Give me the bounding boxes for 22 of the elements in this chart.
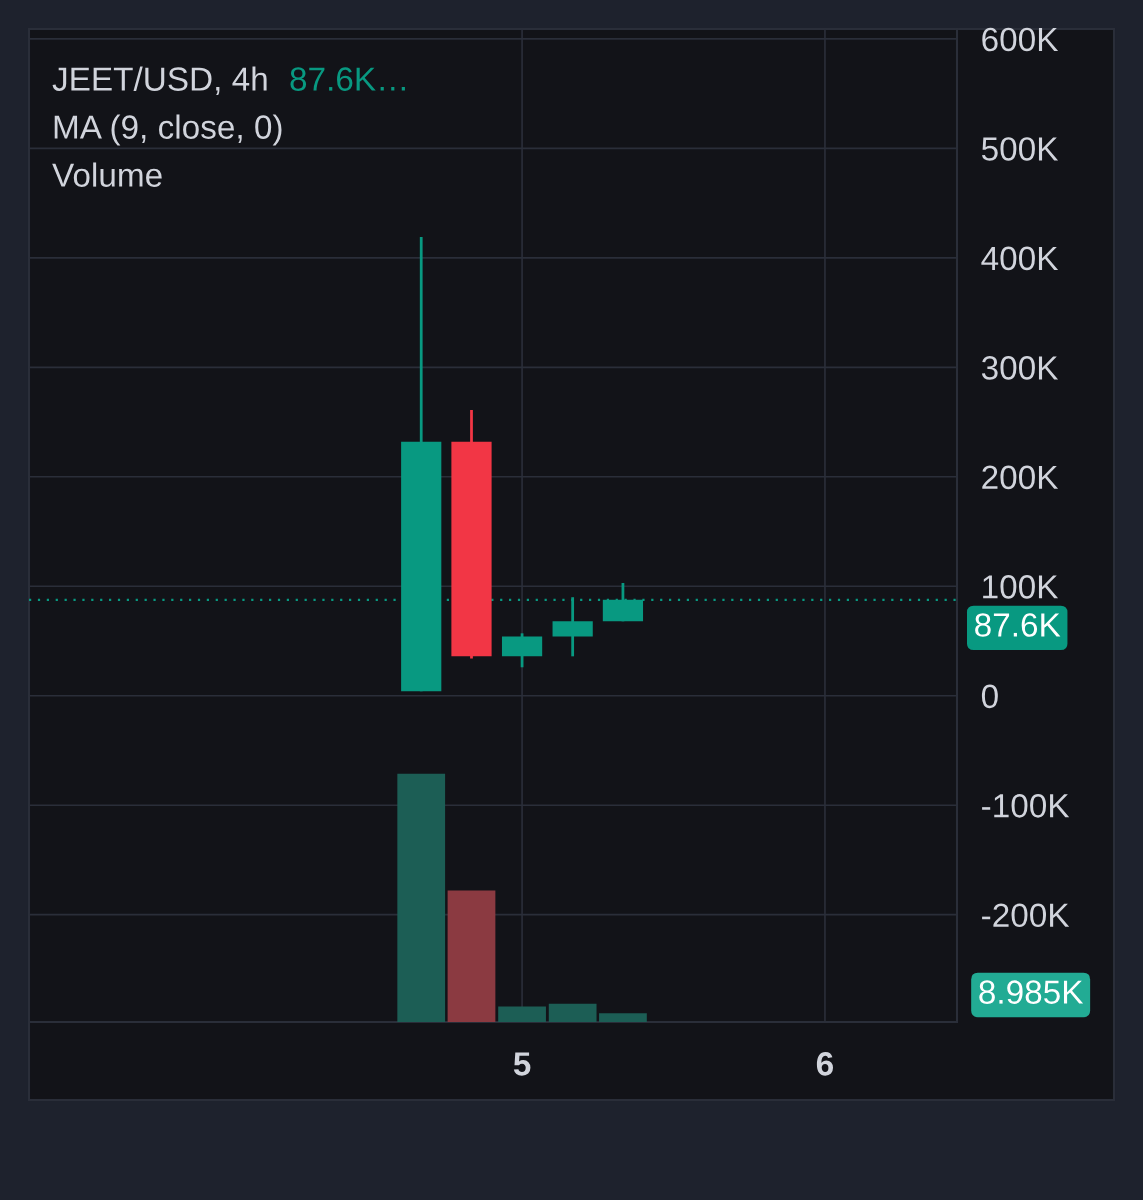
- bar: [599, 1013, 647, 1022]
- y-tick-label: 0: [981, 684, 998, 709]
- text: 8.985K: [979, 980, 1084, 1004]
- bar: [397, 773, 446, 1022]
- bar: [548, 1003, 597, 1022]
- y-tick-label: 400K: [981, 246, 1059, 271]
- y-tick-label: 200K: [982, 465, 1059, 490]
- annotation: MA (9, close, 0): [54, 114, 282, 146]
- y-tick-label: -200K: [982, 903, 1070, 928]
- bar: [447, 890, 496, 1022]
- y-tick-label: 300K: [981, 356, 1059, 380]
- text: JEET/USD, 4h: [52, 66, 267, 95]
- y-tick-label: 100K: [983, 575, 1059, 599]
- y-tick-label: 600K: [982, 27, 1059, 52]
- y-tick-label: 500K: [981, 137, 1059, 161]
- ref-line-label: 87.6K: [975, 613, 1061, 637]
- bar: [498, 1006, 546, 1022]
- x-tick-label: 6: [816, 1052, 834, 1076]
- x-tick-label: 5: [513, 1052, 531, 1076]
- chart-title: Volume: [52, 162, 162, 187]
- y-tick-label: -100K: [982, 794, 1070, 818]
- annotation: 87.6K…: [290, 67, 405, 91]
